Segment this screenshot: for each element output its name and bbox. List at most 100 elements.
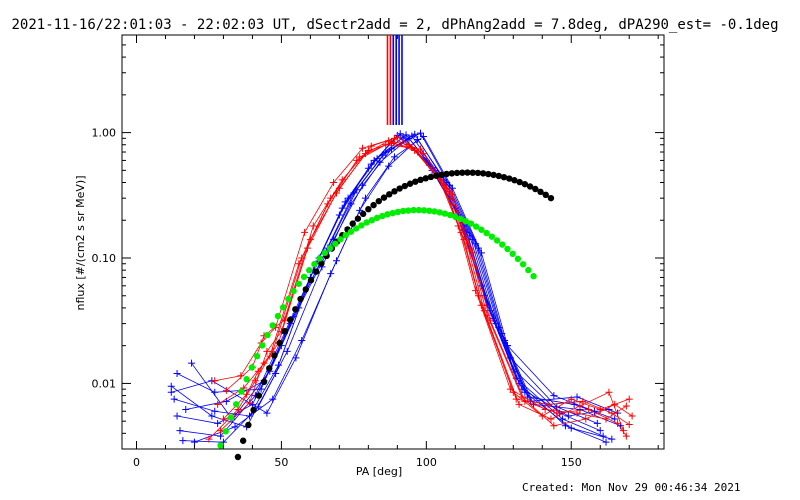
red-series <box>219 138 627 435</box>
red-plus-point <box>622 432 630 440</box>
black-dot-point <box>516 178 523 186</box>
black-dot-point <box>542 191 549 199</box>
green-dot-point <box>248 364 256 371</box>
blue-plus-point <box>382 148 390 156</box>
green-dot-point <box>332 240 339 247</box>
green-dot-point <box>441 210 449 217</box>
black-dot-point <box>370 201 377 209</box>
black-dot-point <box>354 215 362 222</box>
green-dot-point <box>525 266 532 274</box>
black-dot-point <box>297 295 304 303</box>
blue-plus-point <box>611 415 619 423</box>
green-dot-point <box>311 260 318 268</box>
x-tick-label: 150 <box>561 456 582 469</box>
blue-plus-point <box>182 405 190 413</box>
blue-plus-point <box>179 437 187 445</box>
green-dot-point <box>483 229 490 237</box>
blue-plus-point <box>208 412 216 420</box>
blue-plus-point <box>359 181 367 189</box>
red-plus-point <box>585 405 593 413</box>
y-tick-label: 0.10 <box>92 252 117 265</box>
green-dot-point <box>222 428 229 435</box>
blue-plus-point <box>402 131 410 139</box>
series-group <box>167 129 636 461</box>
blue-plus-point <box>173 369 181 377</box>
blue-plus-point <box>501 336 509 344</box>
green-dot-point <box>243 376 250 383</box>
red-plus-point <box>544 400 552 408</box>
black-dot-point <box>349 220 356 227</box>
red-series-line <box>226 136 627 437</box>
blue-plus-point <box>489 314 497 322</box>
green-dot-point <box>285 295 292 303</box>
black-dot-point <box>386 191 393 198</box>
green-series <box>217 206 537 449</box>
blue-plus-point <box>298 336 306 344</box>
red-plus-point <box>477 301 485 309</box>
y-axis-label: nflux [#/(cm2 s sr MeV)] <box>74 176 87 311</box>
red-plus-point <box>359 144 367 152</box>
green-dot-point <box>347 228 355 235</box>
blue-series-line <box>185 133 612 440</box>
green-dot-point <box>363 219 370 226</box>
blue-plus-point <box>353 186 361 194</box>
green-dot-point <box>509 250 516 258</box>
blue-plus-point <box>573 393 581 401</box>
blue-series-line <box>171 138 615 420</box>
red-plus-point <box>460 236 468 244</box>
red-plus-point <box>483 311 491 319</box>
green-dot-point <box>504 245 511 253</box>
red-plus-point <box>486 316 494 324</box>
y-tick-label: 1.00 <box>92 127 117 140</box>
red-plus-point <box>205 435 213 443</box>
red-plus-point <box>469 249 477 257</box>
x-axis-label: PA [deg] <box>356 465 402 478</box>
green-dot-point <box>514 255 522 263</box>
black-dot-point <box>506 175 513 182</box>
green-dot-point <box>457 215 464 223</box>
blue-plus-point <box>332 257 340 265</box>
red-plus-point <box>448 191 456 199</box>
black-dot-point <box>245 421 252 429</box>
black-dot-point <box>511 177 518 184</box>
red-plus-point <box>579 397 587 405</box>
red-plus-point <box>515 400 523 408</box>
red-plus-point <box>472 287 480 295</box>
blue-plus-point <box>269 395 277 403</box>
black-dot-point <box>271 352 278 359</box>
black-dot-point <box>266 365 273 372</box>
green-dot-point <box>426 207 433 214</box>
black-dot-point <box>406 180 414 187</box>
blue-plus-point <box>188 359 196 367</box>
red-plus-point <box>619 427 627 435</box>
x-tick-label: 100 <box>416 456 437 469</box>
red-plus-point <box>466 244 474 252</box>
green-dot-point <box>452 213 459 221</box>
black-dot-point <box>281 327 289 335</box>
black-dot-point <box>417 176 424 184</box>
red-plus-point <box>222 386 230 394</box>
blue-plus-point <box>596 427 604 435</box>
blue-series-line <box>182 137 607 443</box>
black-dot-point <box>464 169 471 176</box>
red-plus-point <box>611 400 619 408</box>
red-plus-point <box>301 228 309 236</box>
x-tick-label: 50 <box>274 456 288 469</box>
blue-plus-point <box>257 385 265 393</box>
green-dot-point <box>389 209 396 217</box>
blue-plus-point <box>385 162 393 170</box>
black-dot-point <box>422 175 429 182</box>
red-plus-point <box>614 419 622 427</box>
blue-plus-point <box>292 354 300 362</box>
red-series <box>211 134 633 429</box>
green-dot-point <box>399 207 407 215</box>
red-plus-point <box>567 395 575 403</box>
green-dot-point <box>530 273 537 280</box>
green-dot-point <box>253 352 261 360</box>
red-plus-point <box>553 409 561 417</box>
blue-plus-point <box>390 153 398 161</box>
blue-series <box>167 136 619 423</box>
green-dot-point <box>316 255 323 262</box>
green-dot-point <box>217 442 224 449</box>
